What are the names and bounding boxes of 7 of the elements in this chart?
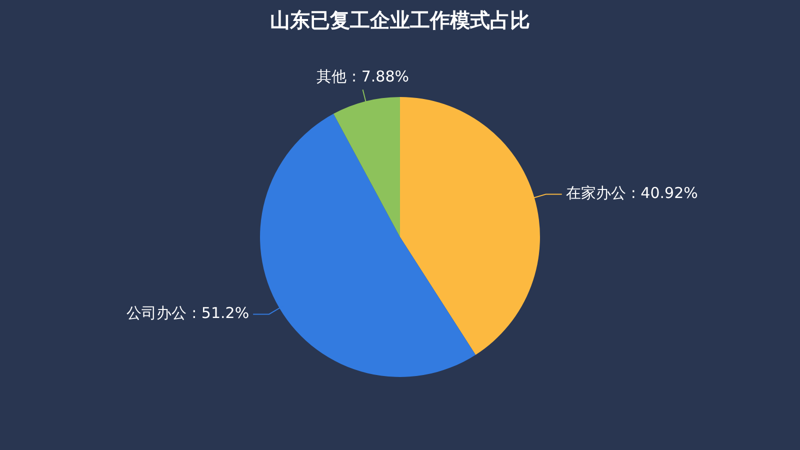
slice-label: 在家办公 (566, 184, 626, 202)
data-label: : 51.2% (192, 304, 250, 322)
data-label: : 7.88% (352, 68, 409, 86)
slice-label: 公司办公 (126, 304, 187, 322)
data-label: : 40.92% (630, 184, 698, 202)
chart-title: 山东已复工企业工作模式占比 (270, 8, 530, 32)
slice-label: 其他 (316, 68, 347, 86)
